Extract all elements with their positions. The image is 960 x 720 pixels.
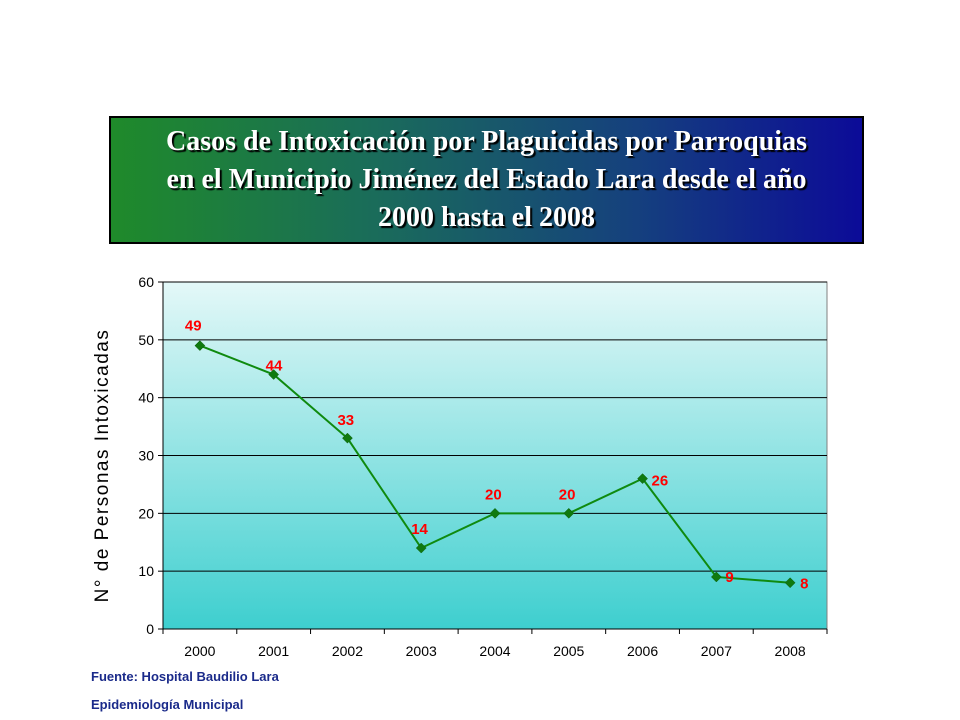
y-tick-label: 50 — [138, 332, 154, 348]
data-labels: 49 44 33 14 20 20 26 9 8 — [185, 318, 809, 593]
data-point-marker — [268, 369, 280, 380]
y-tick-label: 20 — [138, 505, 154, 521]
data-point-marker — [342, 432, 353, 444]
y-tick-label: 30 — [138, 448, 154, 464]
y-tick-label: 40 — [138, 390, 154, 406]
data-point-marker — [489, 507, 501, 519]
department-text: Epidemiología Municipal — [91, 697, 244, 712]
data-label: 20 — [559, 486, 576, 503]
y-tick-label: 0 — [146, 621, 154, 637]
x-tick-label: 2006 — [627, 643, 658, 659]
data-label: 44 — [266, 358, 283, 375]
x-tick-label: 2000 — [184, 643, 215, 659]
data-label: 49 — [185, 318, 202, 335]
data-point-marker — [563, 507, 575, 519]
x-tick-label: 2001 — [258, 643, 289, 659]
y-tick-label: 10 — [138, 563, 154, 579]
x-tick-label: 2008 — [775, 643, 806, 659]
data-label: 20 — [485, 486, 502, 503]
data-point-marker — [194, 340, 206, 351]
series-line — [194, 340, 796, 589]
data-label: 26 — [652, 473, 669, 490]
data-point-marker — [637, 473, 648, 484]
chart-title-line-3: 2000 hasta el 2008 — [378, 202, 595, 233]
x-axis-ticks: 2000 2001 2002 2003 2004 2005 2006 2007 2008 — [162, 629, 828, 659]
source-text: Fuente: Hospital Baudilio Lara — [91, 669, 279, 684]
grid-lines — [163, 281, 827, 572]
y-axis-label: N° de Personas Intoxicadas — [92, 329, 113, 603]
y-tick-label: 60 — [138, 274, 154, 290]
x-tick-label: 2003 — [406, 643, 437, 659]
x-tick-label: 2004 — [479, 643, 510, 659]
chart-title-line-1: Casos de Intoxicación por Plaguicidas po… — [166, 126, 807, 157]
x-tick-label: 2005 — [553, 643, 584, 659]
x-tick-label: 2002 — [332, 643, 363, 659]
x-tick-label: 2007 — [701, 643, 732, 659]
data-label: 9 — [725, 569, 733, 586]
data-label: 33 — [337, 412, 354, 429]
data-point-marker — [784, 577, 796, 589]
chart-title-line-2: en el Municipio Jiménez del Estado Lara … — [166, 164, 807, 195]
data-point-marker — [710, 571, 722, 583]
y-axis-ticks: 0 10 20 30 40 50 60 — [138, 274, 163, 637]
chart-title: Casos de Intoxicación por Plaguicidas po… — [158, 123, 815, 237]
data-point-marker — [415, 542, 427, 554]
data-label: 14 — [411, 521, 428, 538]
data-label: 8 — [800, 576, 808, 593]
chart-title-box: Casos de Intoxicación por Plaguicidas po… — [109, 116, 864, 244]
